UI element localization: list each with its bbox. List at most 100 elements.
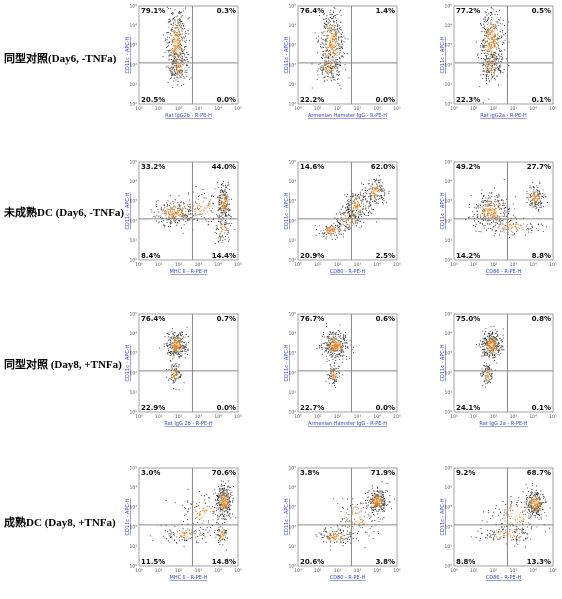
event-dot xyxy=(339,50,341,52)
event-dot xyxy=(341,48,344,50)
event-dot xyxy=(194,214,196,216)
event-dots xyxy=(311,7,350,90)
event-dot xyxy=(483,381,485,383)
x-tick-label: 10⁴ xyxy=(373,262,381,268)
event-dot xyxy=(360,206,362,208)
event-dot xyxy=(495,353,497,355)
event-dot xyxy=(179,344,181,346)
event-dot xyxy=(331,346,333,348)
event-dot xyxy=(362,193,365,195)
event-dot xyxy=(508,41,510,43)
event-dot xyxy=(171,39,173,41)
event-dot xyxy=(176,341,178,343)
event-dot xyxy=(217,240,219,242)
event-dot xyxy=(231,222,233,224)
event-dot xyxy=(220,232,222,234)
event-dot xyxy=(226,196,228,198)
event-dot xyxy=(546,202,548,204)
y-tick-label: 10¹ xyxy=(129,390,137,396)
event-dot xyxy=(178,346,180,348)
event-dot xyxy=(172,332,174,334)
event-dot xyxy=(330,342,332,344)
event-dot xyxy=(180,45,183,47)
event-dot xyxy=(490,43,492,46)
event-dot xyxy=(338,335,340,337)
event-dot xyxy=(362,205,364,208)
x-tick-label: 10² xyxy=(175,106,183,112)
event-dot xyxy=(177,211,180,213)
event-dot xyxy=(322,343,324,345)
event-dot xyxy=(332,371,334,373)
event-dot xyxy=(323,236,325,238)
event-dot xyxy=(487,51,489,53)
event-dot xyxy=(183,55,185,57)
event-dot xyxy=(374,195,376,198)
event-dot xyxy=(495,211,497,213)
event-dot xyxy=(338,25,340,27)
event-dot xyxy=(333,368,335,370)
event-dot xyxy=(323,40,325,42)
y-axis-label: CD11c - APC-H xyxy=(284,192,290,229)
event-dot xyxy=(166,36,169,38)
event-dot xyxy=(177,334,179,336)
event-dot xyxy=(502,219,504,221)
event-dot xyxy=(496,336,498,338)
event-dot xyxy=(498,47,500,50)
event-dot xyxy=(180,67,182,69)
event-dot xyxy=(363,222,365,224)
event-dot xyxy=(333,51,335,53)
event-dot xyxy=(338,60,340,62)
event-dot xyxy=(488,192,490,194)
event-dot xyxy=(493,235,495,237)
event-dot xyxy=(347,203,349,205)
event-dot xyxy=(332,335,334,337)
event-dot xyxy=(178,35,180,37)
event-dot xyxy=(173,206,175,208)
event-dot xyxy=(355,193,357,195)
event-dot xyxy=(178,389,180,391)
event-dot xyxy=(186,214,188,216)
x-tick-label: 10³ xyxy=(510,106,518,112)
event-dot xyxy=(180,215,182,217)
event-dot xyxy=(483,34,485,36)
event-dot xyxy=(332,36,334,38)
event-dot xyxy=(483,31,485,33)
event-dot xyxy=(323,44,325,46)
event-dot xyxy=(229,489,231,491)
event-dot xyxy=(206,205,208,207)
event-dot xyxy=(328,53,330,55)
event-dot xyxy=(334,63,336,65)
event-dot xyxy=(204,209,206,212)
event-dot xyxy=(493,44,495,46)
event-dot xyxy=(368,179,370,181)
event-dot xyxy=(336,66,338,68)
x-tick-label: 10⁴ xyxy=(214,262,222,268)
event-dot xyxy=(499,204,501,206)
event-dot xyxy=(178,10,181,12)
event-dot xyxy=(338,375,340,377)
event-dot xyxy=(349,195,352,198)
event-dot xyxy=(172,86,174,88)
event-dot xyxy=(183,27,186,29)
event-dot xyxy=(199,207,201,210)
event-dot xyxy=(537,202,540,204)
event-dot xyxy=(373,195,375,197)
event-dot xyxy=(176,72,178,74)
x-tick-label: 10² xyxy=(490,414,498,420)
event-dot xyxy=(347,346,349,348)
event-dot xyxy=(326,40,328,43)
y-tick-label: 10² xyxy=(444,62,452,68)
event-dot xyxy=(226,215,228,217)
event-dot xyxy=(489,33,492,35)
event-dot xyxy=(183,382,185,384)
x-tick-label: 10¹ xyxy=(155,106,163,112)
event-dot xyxy=(157,200,159,202)
event-dot xyxy=(208,207,210,209)
event-dot xyxy=(174,212,176,214)
event-dot xyxy=(220,483,223,485)
event-dot xyxy=(179,210,181,212)
event-dot xyxy=(380,179,382,181)
event-dot xyxy=(179,347,181,349)
event-dot xyxy=(489,336,491,338)
event-dot xyxy=(181,212,183,214)
